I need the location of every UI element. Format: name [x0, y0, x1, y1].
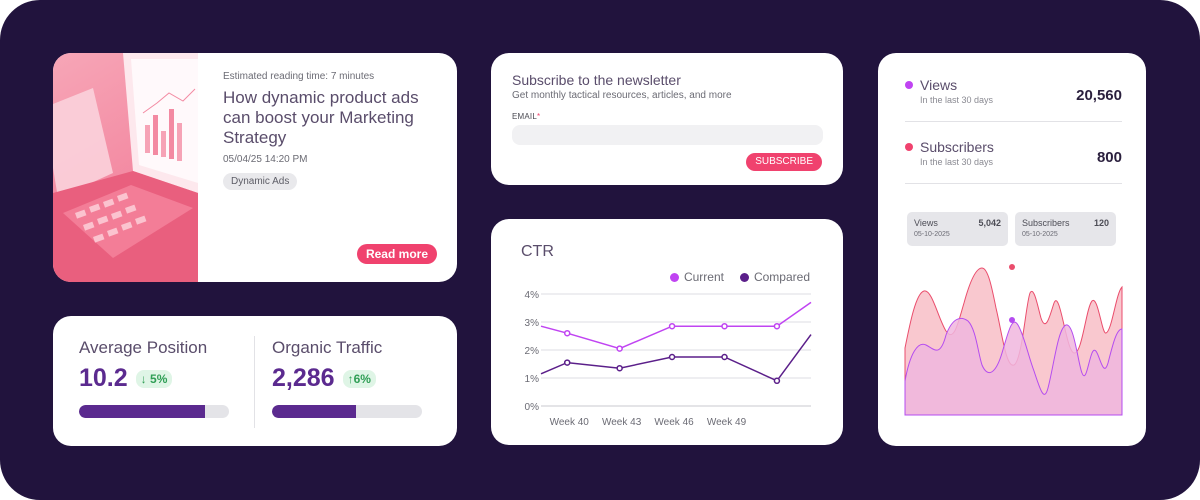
email-field[interactable] — [512, 125, 823, 145]
article-image — [53, 53, 198, 282]
data-point — [668, 353, 676, 361]
data-point — [668, 322, 676, 330]
progress-fill — [272, 405, 356, 418]
kpi-value: 2,286 — [272, 364, 335, 392]
legend-compared-label: Compared — [753, 270, 810, 284]
legend-item-current[interactable]: Current — [669, 270, 724, 284]
kpi-average-position: Average Position 10.2 ↓ 5% — [79, 338, 229, 418]
article-card[interactable]: Estimated reading time: 7 minutes How dy… — [53, 53, 457, 282]
stat-value: 20,560 — [1076, 87, 1122, 104]
data-point — [563, 329, 571, 337]
data-point — [616, 364, 623, 372]
kpi-label: Organic Traffic — [272, 338, 383, 357]
x-tick-label: Week 43 — [602, 417, 642, 428]
stat-name: Subscribers — [920, 139, 994, 155]
chart-legend: Current Compared — [669, 270, 810, 284]
subscribers-dot-icon — [905, 143, 913, 151]
x-tick-label: Week 40 — [550, 417, 590, 428]
kpi-card: Average Position 10.2 ↓ 5% Organic Traff… — [53, 316, 457, 446]
x-tick-label: Week 49 — [707, 417, 747, 428]
divider — [905, 121, 1122, 122]
email-label-text: EMAIL — [512, 112, 538, 121]
progress-bar — [79, 405, 229, 418]
arrow-up-icon: ↑ — [347, 371, 354, 386]
tooltip-date: 05-10-2025 — [914, 231, 950, 238]
article-tag[interactable]: Dynamic Ads — [223, 173, 298, 190]
tooltip-name: Subscribers — [1022, 218, 1070, 228]
legend-current-dot-icon — [669, 272, 679, 282]
series-line-current — [540, 301, 812, 350]
newsletter-subtitle: Get monthly tactical resources, articles… — [512, 90, 732, 101]
y-tick-label: 1% — [525, 374, 540, 385]
ctr-chart-card: CTR Current Compared 0% 1% 2% 3% 4% Week 40 We… — [491, 219, 843, 445]
stats-card: Views In the last 30 days 20,560 Subscri… — [878, 53, 1146, 446]
views-marker — [1009, 317, 1015, 323]
tooltip-name: Views — [914, 218, 938, 228]
progress-bar — [272, 405, 422, 418]
stat-name-row: Views — [905, 77, 1122, 93]
article-date: 05/04/25 14:20 PM — [223, 154, 308, 165]
legend-compared-dot-icon — [739, 272, 749, 282]
read-more-button[interactable]: Read more — [356, 244, 437, 264]
y-tick-label: 3% — [525, 318, 540, 329]
tooltip-value: 120 — [1093, 218, 1109, 228]
tooltip-date: 05-10-2025 — [1022, 231, 1058, 238]
stat-subscribers: Subscribers In the last 30 days 800 — [905, 139, 1122, 167]
newsletter-title: Subscribe to the newsletter — [512, 72, 681, 88]
x-tick-label: Week 46 — [654, 417, 694, 428]
legend-current-label: Current — [683, 270, 724, 284]
views-area — [904, 317, 1123, 416]
y-tick-label: 4% — [525, 290, 540, 301]
kpi-change-badge: ↓ 5% — [135, 369, 173, 388]
tooltip-views: Views 5,042 05-10-2025 — [907, 212, 1008, 246]
email-label: EMAIL* — [512, 112, 540, 121]
subscribers-marker — [1009, 264, 1015, 270]
progress-fill — [79, 405, 205, 418]
data-point — [721, 353, 728, 361]
data-point — [616, 345, 623, 352]
y-tick-label: 2% — [525, 346, 540, 357]
laptop-illustration — [53, 53, 198, 282]
ctr-line-chart: 0% 1% 2% 3% 4% Week 40 Week 43 Week 46 Week 49 — [525, 290, 812, 428]
stat-name: Views — [920, 77, 958, 93]
data-point — [773, 322, 781, 330]
divider — [905, 183, 1122, 184]
kpi-organic-traffic: Organic Traffic 2,286 ↑6% — [272, 338, 422, 418]
kpi-divider — [254, 336, 255, 428]
stat-period: In the last 30 days — [920, 95, 994, 105]
tooltip-value: 5,042 — [978, 218, 1001, 228]
views-dot-icon — [905, 81, 913, 89]
y-tick-label: 0% — [525, 402, 540, 413]
views-subscribers-area-chart — [904, 264, 1123, 416]
article-body: Estimated reading time: 7 minutes How dy… — [223, 71, 443, 190]
kpi-value-row: 2,286 ↑6% — [272, 364, 422, 393]
kpi-change-badge: ↑6% — [342, 369, 376, 388]
kpi-change: 5% — [150, 371, 168, 386]
series-line-compared — [540, 334, 812, 382]
legend-item-compared[interactable]: Compared — [739, 270, 810, 284]
required-mark: * — [537, 112, 541, 121]
data-point — [563, 359, 571, 366]
stat-views: Views In the last 30 days 20,560 — [905, 77, 1122, 105]
stat-period: In the last 30 days — [920, 157, 994, 167]
article-title[interactable]: How dynamic product ads can boost your M… — [223, 88, 419, 147]
tooltip-subscribers: Subscribers 120 05-10-2025 — [1015, 212, 1116, 246]
newsletter-card: Subscribe to the newsletter Get monthly … — [491, 53, 843, 185]
data-point — [721, 322, 728, 330]
arrow-down-icon: ↓ — [140, 371, 147, 386]
stat-value: 800 — [1096, 149, 1122, 166]
reading-time: Estimated reading time: 7 minutes — [223, 71, 375, 82]
subscribe-button[interactable]: SUBSCRIBE — [746, 153, 822, 171]
kpi-value: 10.2 — [79, 364, 128, 392]
kpi-value-row: 10.2 ↓ 5% — [79, 364, 229, 393]
stat-name-row: Subscribers — [905, 139, 1122, 155]
data-point — [773, 377, 781, 385]
kpi-label: Average Position — [79, 338, 208, 357]
chart-title: CTR — [521, 243, 554, 260]
kpi-change: 6% — [353, 371, 371, 386]
